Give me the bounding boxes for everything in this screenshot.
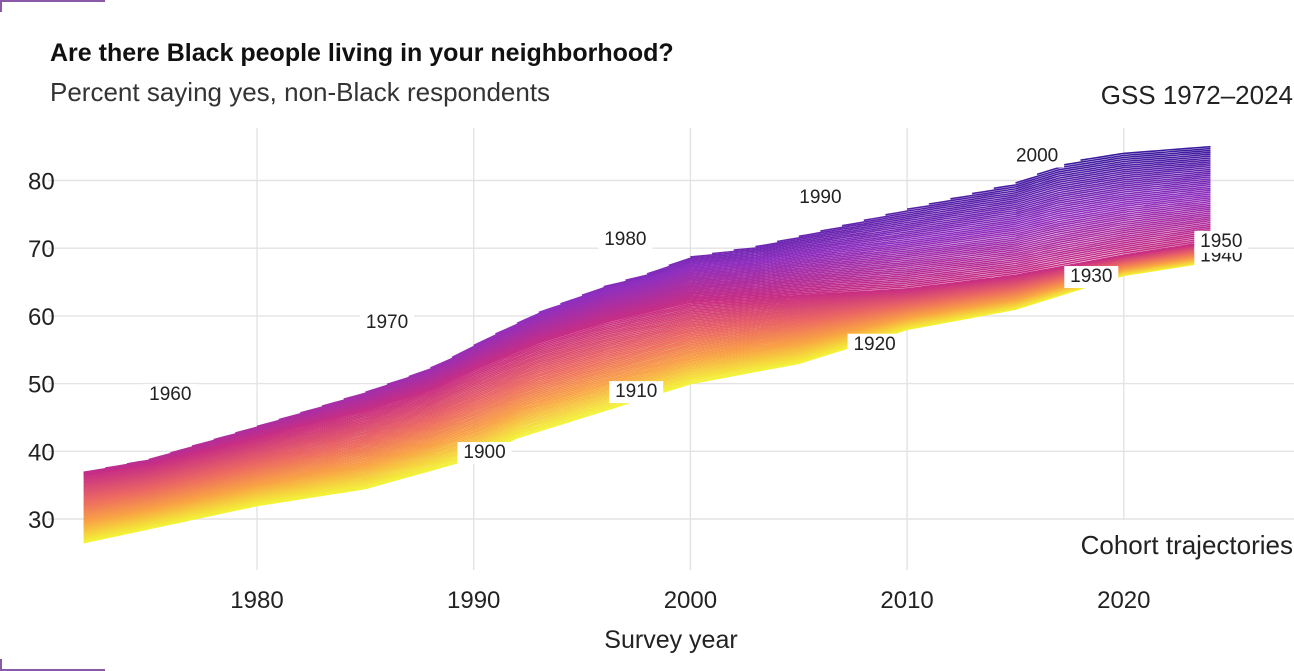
cohort-label-1920: 1920 (853, 334, 895, 355)
cohort-line-1952 (83, 236, 1211, 475)
x-tick-1990: 1990 (447, 587, 500, 614)
cohort-label-backing-1960 (143, 383, 198, 406)
cohort-line-1953 (83, 234, 1211, 474)
y-tick-70: 70 (28, 236, 55, 263)
cohort-label-1990: 1990 (799, 187, 841, 208)
cohort-label-backing-1990 (793, 186, 848, 209)
cohort-line-1991 (885, 162, 1211, 216)
y-tick-30: 30 (28, 507, 55, 534)
cohort-line-1994 (950, 157, 1211, 200)
cohort-line-1954 (83, 233, 1211, 474)
cohort-line-1962 (256, 217, 1211, 428)
cohort-line-1968 (386, 206, 1211, 386)
cohort-line-1958 (170, 225, 1211, 454)
cohort-line-1996 (993, 153, 1211, 190)
cohort-label-1950: 1950 (1200, 231, 1242, 252)
cohort-label-backing-1950 (1194, 230, 1249, 253)
axis-ticks: 30 40 50 60 70 80 1980 1990 2000 2010 2020 (28, 169, 1150, 615)
cohort-line-1957 (148, 227, 1211, 461)
cohort-line-1970 (430, 202, 1211, 369)
chart-subtitle: Percent saying yes, non-Black respondent… (50, 77, 550, 107)
cohort-label-1900: 1900 (463, 442, 505, 463)
cohort-line-1965 (321, 212, 1211, 407)
cohort-line-1960 (213, 221, 1211, 441)
cohort-line-1980 (646, 183, 1211, 275)
cohort-line-1979 (625, 185, 1211, 282)
cohort-line-1950 (83, 240, 1211, 476)
x-tick-1980: 1980 (230, 587, 283, 614)
cohort-line-1975 (538, 193, 1211, 314)
cohort-label-1970: 1970 (366, 312, 408, 333)
cohort-line-1972 (473, 198, 1211, 347)
cohort-caption: Cohort trajectories (1081, 530, 1293, 560)
cohort-label-1960: 1960 (149, 384, 191, 405)
cohort-line-1951 (83, 238, 1211, 476)
y-tick-40: 40 (28, 439, 55, 466)
cohort-line-1993 (928, 159, 1211, 205)
corner-mark-bottom (0, 669, 105, 671)
cohort-line-1961 (235, 219, 1211, 434)
cohort-line-1997 (1015, 151, 1211, 184)
cohort-line-1978 (603, 187, 1211, 288)
cohort-line-1986 (776, 172, 1211, 243)
cohort-line-1967 (365, 208, 1211, 394)
cohort-line-1985 (755, 174, 1211, 248)
cohort-line-1998 (1036, 149, 1211, 176)
cohort-line-1982 (690, 180, 1211, 258)
cohort-label-backing-1910 (609, 381, 664, 404)
cohort-line-1963 (278, 216, 1211, 421)
chart-title: Are there Black people living in your ne… (50, 39, 674, 67)
cohort-line-1992 (906, 161, 1211, 210)
cohort-line-1988 (820, 168, 1211, 232)
cohort-line-1990 (863, 164, 1211, 222)
cohort-line-1984 (733, 176, 1211, 251)
cohort-line-1983 (712, 178, 1211, 255)
y-tick-80: 80 (28, 169, 55, 196)
cohort-label-backing-1920 (847, 333, 902, 356)
cohort-line-1971 (451, 200, 1211, 359)
cohort-label-backing-2000 (1010, 145, 1065, 168)
cohort-line-1999 (1058, 147, 1211, 167)
cohort-line-1987 (798, 170, 1211, 238)
source-note: GSS 1972–2024 (1101, 80, 1293, 110)
cohort-label-2000: 2000 (1016, 146, 1058, 167)
cohort-line-1995 (971, 155, 1211, 195)
cohort-label-1930: 1930 (1070, 266, 1112, 287)
cohort-line-1966 (343, 210, 1211, 400)
cohort-labels: 1900191019201930194019501960197019801990… (143, 145, 1249, 465)
cohort-label-backing-1980 (598, 228, 653, 251)
cohort-line-1981 (668, 181, 1211, 267)
cohort-label-backing-1900 (457, 442, 512, 465)
x-axis-title: Survey year (604, 626, 737, 654)
y-tick-60: 60 (28, 304, 55, 331)
cohort-line-1959 (191, 223, 1211, 447)
cohort-line-1956 (126, 229, 1211, 465)
cohort-line-1973 (495, 197, 1211, 335)
cohort-line-1976 (560, 191, 1211, 305)
cohort-line-1977 (581, 189, 1211, 297)
cohort-line-1964 (300, 214, 1211, 414)
caption-backdrop (1032, 520, 1294, 570)
cohort-line-2000 (1080, 145, 1211, 161)
x-tick-2020: 2020 (1097, 587, 1150, 614)
corner-mark-top-side (0, 0, 2, 12)
cohort-line-1955 (105, 231, 1211, 469)
x-tick-2000: 2000 (664, 587, 717, 614)
cohort-line-1989 (841, 166, 1211, 227)
y-tick-50: 50 (28, 372, 55, 399)
cohort-line-1969 (408, 204, 1211, 378)
cohort-label-backing-1930 (1064, 266, 1119, 289)
cohort-label-backing-1970 (360, 312, 415, 335)
corner-mark-bottom-side (0, 659, 2, 671)
cohort-label-1980: 1980 (604, 229, 646, 250)
cohort-label-1910: 1910 (615, 381, 657, 402)
cohort-lines (83, 145, 1211, 544)
x-tick-2010: 2010 (880, 587, 933, 614)
corner-mark-top (0, 0, 105, 2)
cohort-line-1974 (516, 195, 1211, 325)
